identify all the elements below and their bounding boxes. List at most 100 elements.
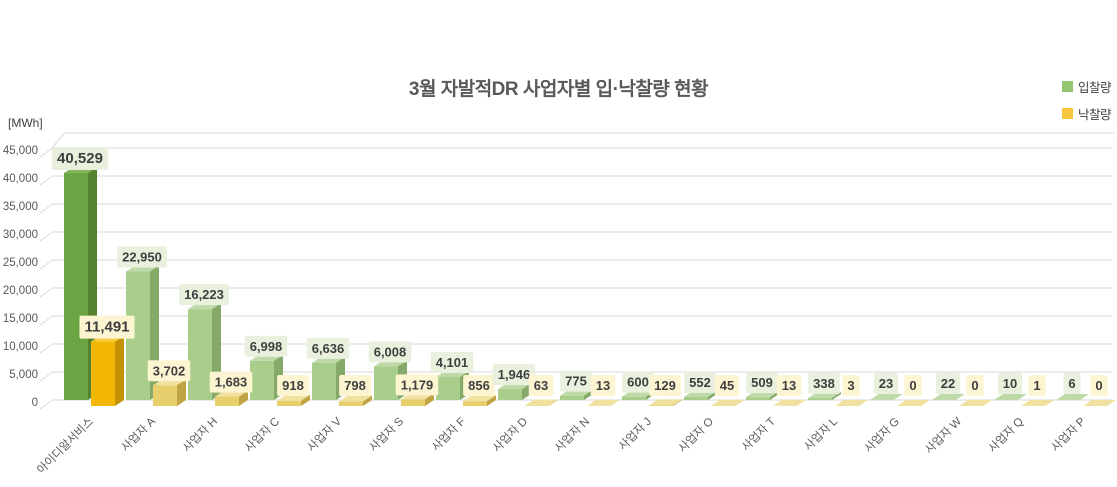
award-bar-front: [153, 385, 177, 406]
award-value-label: 918: [282, 378, 304, 393]
bid-bar-side: [708, 390, 717, 400]
award-value-label-bg: [776, 375, 802, 396]
award-bar-side: [301, 394, 310, 406]
x-category-label: 아이디알서비스: [34, 414, 96, 476]
award-bar-top: [339, 395, 372, 402]
award-bar: [773, 399, 806, 406]
legend-swatch-award: [1061, 108, 1073, 119]
award-bar: [277, 394, 310, 406]
bid-value-label-bg: [368, 341, 412, 363]
award-bar-side: [363, 395, 372, 406]
legend-item-award: 낙찰량: [1061, 104, 1112, 123]
award-bar-front: [277, 400, 301, 406]
x-category-label: 사업자 W: [923, 415, 965, 457]
award-value-label-bg: [1028, 375, 1046, 396]
bid-bar: [498, 383, 531, 400]
award-bar: [711, 399, 744, 406]
award-bar: [1021, 399, 1054, 406]
bid-bar-front: [560, 395, 584, 400]
award-bar-side: [487, 395, 496, 406]
y-tick-label: 20,000: [3, 285, 38, 297]
award-bar-top: [897, 400, 930, 406]
award-value-label-bg: [842, 375, 860, 396]
award-bar-top: [649, 399, 682, 406]
award-value-label-bg: [904, 375, 922, 396]
gridline-lead-in: [39, 260, 53, 270]
bid-value-label-bg: [560, 370, 592, 392]
x-category-label: 사업자 C: [242, 415, 282, 455]
y-tick-label: 35,000: [3, 201, 38, 213]
y-tick-label: 45,000: [3, 145, 38, 157]
bid-bar: [932, 393, 965, 400]
bid-bar: [1056, 393, 1089, 400]
bid-value-label-bg: [746, 372, 778, 394]
bid-value-label: 6,636: [312, 341, 345, 356]
award-bar-front: [463, 401, 487, 406]
award-bar-top: [1021, 399, 1054, 406]
award-value-label-bg: [714, 375, 740, 396]
bid-value-label: 22,950: [122, 249, 162, 264]
y-tick-label: 15,000: [3, 313, 38, 325]
award-value-label-bg: [649, 375, 681, 396]
award-bar-front: [215, 396, 239, 406]
award-bar-top: [463, 395, 496, 402]
bid-bar-front: [622, 396, 646, 400]
y-tick-label: 10,000: [3, 341, 38, 353]
award-bar-side: [549, 399, 558, 406]
x-category-label: 사업자 H: [180, 415, 220, 455]
award-bar-top: [1083, 400, 1116, 406]
ceiling-lead-in: [51, 133, 65, 149]
bid-value-label: 40,529: [57, 150, 103, 167]
x-category-label: 사업자 N: [552, 415, 592, 455]
gridline-lead-in: [39, 204, 53, 214]
award-value-label-bg: [966, 375, 984, 396]
bid-bar-side: [770, 391, 779, 400]
award-value-label: 13: [782, 378, 796, 393]
bid-value-label: 6,998: [250, 339, 283, 354]
gridline-lead-in: [39, 176, 53, 186]
bid-bar-front: [312, 362, 336, 400]
gridline-lead-in: [39, 372, 53, 382]
award-value-label-bg: [147, 360, 191, 382]
award-value-label: 3,702: [153, 363, 186, 378]
gridline-lead-in: [39, 288, 53, 298]
x-category-label: 사업자 A: [119, 415, 159, 455]
award-bar-front: [91, 341, 115, 406]
award-value-label: 1: [1033, 378, 1040, 393]
bid-value-label-bg: [492, 364, 536, 386]
award-bar: [91, 335, 124, 406]
bid-bar-top: [994, 393, 1027, 400]
award-bar: [587, 399, 620, 406]
bid-bar-front: [498, 389, 522, 400]
bid-bar-side: [832, 392, 841, 400]
award-bar: [959, 400, 992, 406]
x-category-label: 사업자 Q: [986, 415, 1026, 455]
y-tick-label: 40,000: [3, 173, 38, 185]
award-bar: [463, 395, 496, 406]
bid-value-label-bg: [997, 373, 1023, 394]
award-value-label-bg: [339, 375, 371, 396]
bid-value-label: 552: [689, 375, 711, 390]
award-value-label-bg: [590, 375, 616, 396]
y-tick-label: 25,000: [3, 257, 38, 269]
bid-value-label: 509: [751, 375, 773, 390]
award-bar-top: [525, 399, 558, 406]
award-bar-top: [773, 399, 806, 406]
x-category-label: 사업자 S: [367, 415, 407, 455]
x-category-label: 사업자 G: [862, 415, 902, 455]
award-bar-top: [959, 400, 992, 406]
y-tick-label: 30,000: [3, 229, 38, 241]
bid-value-label-bg: [1063, 373, 1081, 394]
bid-value-label: 600: [627, 375, 649, 390]
award-value-label: 129: [654, 378, 676, 393]
bid-value-label-bg: [622, 371, 654, 393]
bid-value-label-bg: [430, 352, 474, 374]
bid-bar-front: [188, 309, 212, 400]
gridline-lead-in: [39, 344, 53, 354]
x-category-label: 사업자 O: [676, 415, 716, 455]
x-category-label: 사업자 D: [490, 415, 530, 455]
award-bar-top: [711, 399, 744, 406]
bid-value-label: 775: [565, 374, 587, 389]
bid-bar-front: [684, 396, 708, 400]
